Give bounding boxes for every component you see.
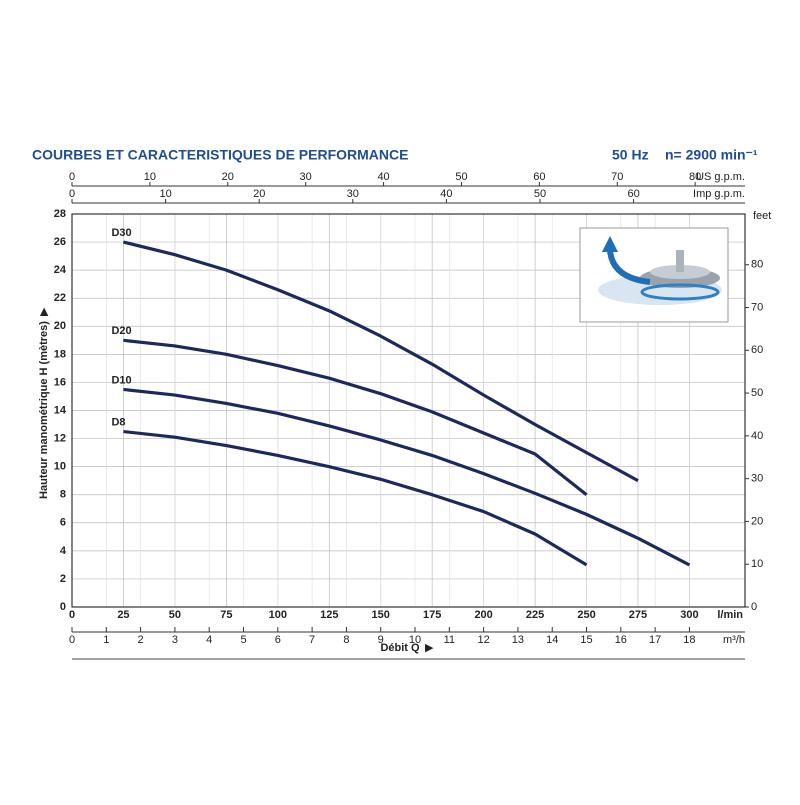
x-tick-label: 25 bbox=[117, 609, 129, 621]
secondary-tick-label: 10 bbox=[159, 188, 171, 200]
y-axis-label: Hauteur manométrique H (mètres) bbox=[38, 321, 50, 499]
x-tick-label: 175 bbox=[423, 609, 441, 621]
y2-tick-label: 0 bbox=[751, 601, 757, 613]
curve bbox=[123, 429, 588, 567]
x-tick-label: 275 bbox=[629, 609, 647, 621]
axis-unit: m³/h bbox=[723, 634, 745, 646]
secondary-tick-label: 18 bbox=[683, 634, 695, 646]
secondary-tick-label: 12 bbox=[477, 634, 489, 646]
series-label: D20 bbox=[111, 325, 131, 337]
secondary-tick-label: 17 bbox=[649, 634, 661, 646]
y-tick-label: 2 bbox=[60, 573, 66, 585]
secondary-tick-label: 2 bbox=[138, 634, 144, 646]
x-tick-label: 0 bbox=[69, 609, 75, 621]
secondary-tick-label: 10 bbox=[144, 171, 156, 183]
secondary-tick-label: 80 bbox=[689, 171, 701, 183]
y-tick-label: 4 bbox=[60, 545, 67, 557]
plot-frame bbox=[71, 213, 746, 608]
y-tick-label: 8 bbox=[60, 489, 66, 501]
frequency: 50 Hz bbox=[612, 147, 649, 163]
arrow: ▶ bbox=[38, 307, 50, 316]
secondary-tick-label: 50 bbox=[534, 188, 546, 200]
x-tick-label: 300 bbox=[680, 609, 698, 621]
inset-illustration bbox=[579, 227, 729, 323]
axis-unit: Imp g.p.m. bbox=[693, 188, 745, 200]
curve bbox=[123, 240, 639, 483]
secondary-tick-label: 10 bbox=[409, 634, 421, 646]
x-tick-label: 200 bbox=[474, 609, 492, 621]
secondary-tick-label: 0 bbox=[69, 634, 75, 646]
series-label: D30 bbox=[111, 227, 131, 239]
y2-tick-label: 10 bbox=[751, 558, 763, 570]
x-axis-label: Débit Q bbox=[380, 642, 420, 654]
secondary-tick-label: 40 bbox=[440, 188, 452, 200]
y2-tick-label: 70 bbox=[751, 301, 763, 313]
y-tick-label: 28 bbox=[54, 208, 66, 220]
y2-tick-label: 30 bbox=[751, 473, 763, 485]
secondary-tick-label: 11 bbox=[444, 634, 455, 646]
secondary-tick-label: 16 bbox=[615, 634, 627, 646]
y2-tick-label: 50 bbox=[751, 387, 763, 399]
secondary-tick-label: 9 bbox=[378, 634, 384, 646]
y-tick-label: 26 bbox=[54, 236, 66, 248]
axis-unit: US g.p.m. bbox=[696, 171, 745, 183]
series-label: D10 bbox=[111, 374, 131, 386]
y-tick-label: 0 bbox=[60, 601, 66, 613]
x-tick-label: 250 bbox=[577, 609, 595, 621]
inset-arrow bbox=[602, 236, 618, 252]
arrow: ▶ bbox=[425, 642, 434, 654]
y-tick-label: 18 bbox=[54, 348, 66, 360]
secondary-tick-label: 1 bbox=[103, 634, 109, 646]
series-label: D8 bbox=[111, 416, 125, 428]
x-unit: l/min bbox=[717, 609, 743, 621]
x-tick-label: 225 bbox=[526, 609, 544, 621]
secondary-tick-label: 5 bbox=[240, 634, 246, 646]
y2-tick-label: 40 bbox=[751, 430, 763, 442]
secondary-tick-label: 4 bbox=[206, 634, 212, 646]
secondary-tick-label: 7 bbox=[309, 634, 315, 646]
secondary-tick-label: 70 bbox=[611, 171, 623, 183]
curve bbox=[123, 338, 588, 496]
secondary-tick-label: 13 bbox=[512, 634, 524, 646]
y-tick-label: 24 bbox=[54, 264, 67, 276]
inset-shape bbox=[640, 283, 720, 301]
y2-tick-label: 80 bbox=[751, 259, 763, 271]
secondary-tick-label: 50 bbox=[455, 171, 467, 183]
x-tick-label: 100 bbox=[269, 609, 287, 621]
chart-title: COURBES ET CARACTERISTIQUES DE PERFORMAN… bbox=[32, 147, 408, 163]
y-tick-label: 16 bbox=[54, 376, 66, 388]
secondary-tick-label: 6 bbox=[275, 634, 281, 646]
y-tick-label: 10 bbox=[54, 461, 66, 473]
inset-arrow bbox=[607, 249, 651, 285]
x-tick-label: 75 bbox=[220, 609, 232, 621]
secondary-tick-label: 8 bbox=[343, 634, 349, 646]
secondary-tick-label: 20 bbox=[253, 188, 265, 200]
secondary-tick-label: 60 bbox=[533, 171, 545, 183]
y2-tick-label: 60 bbox=[751, 344, 763, 356]
secondary-tick-label: 20 bbox=[222, 171, 234, 183]
x-tick-label: 50 bbox=[169, 609, 181, 621]
y-tick-label: 12 bbox=[54, 432, 66, 444]
curve bbox=[123, 387, 691, 567]
secondary-tick-label: 30 bbox=[347, 188, 359, 200]
y-tick-label: 22 bbox=[54, 292, 66, 304]
y2-tick-label: 20 bbox=[751, 515, 763, 527]
secondary-tick-label: 0 bbox=[69, 188, 75, 200]
y-tick-label: 14 bbox=[54, 404, 67, 416]
x-tick-label: 125 bbox=[320, 609, 338, 621]
y-tick-label: 20 bbox=[54, 320, 66, 332]
x-tick-label: 150 bbox=[372, 609, 390, 621]
secondary-tick-label: 60 bbox=[627, 188, 639, 200]
inset-shape bbox=[676, 250, 684, 272]
axis-unit: feet bbox=[753, 210, 771, 222]
secondary-tick-label: 15 bbox=[580, 634, 592, 646]
secondary-tick-label: 40 bbox=[377, 171, 389, 183]
speed: n= 2900 min⁻¹ bbox=[665, 147, 758, 163]
secondary-tick-label: 14 bbox=[546, 634, 558, 646]
y-tick-label: 6 bbox=[60, 517, 66, 529]
secondary-tick-label: 0 bbox=[69, 171, 75, 183]
secondary-tick-label: 30 bbox=[300, 171, 312, 183]
secondary-tick-label: 3 bbox=[172, 634, 178, 646]
